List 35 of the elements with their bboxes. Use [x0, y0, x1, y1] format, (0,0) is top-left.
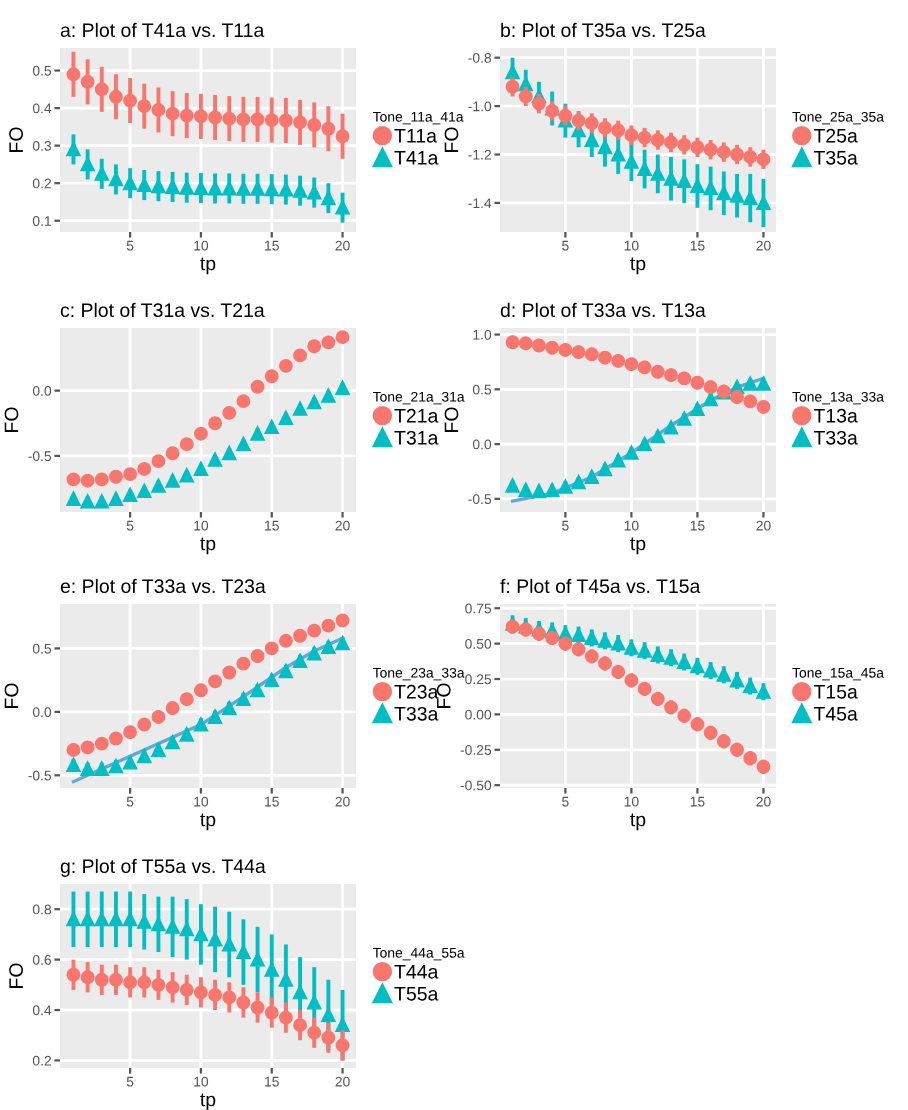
legend-label: T55a	[394, 987, 439, 1001]
chart-title: c: Plot of T31a vs. T21a	[60, 302, 265, 318]
chart-title: e: Plot of T33a vs. T23a	[60, 578, 266, 594]
y-axis-title: FO	[444, 407, 459, 432]
legend-label: T15a	[813, 685, 858, 699]
legend-label: T33a	[394, 706, 439, 721]
x-axis-title: tp	[200, 257, 216, 275]
x-axis-title: tp	[630, 257, 646, 275]
legend-label: T45a	[813, 707, 858, 721]
legend-label: T13a	[813, 408, 858, 423]
legend-label: T33a	[813, 430, 858, 445]
legend-label: T31a	[394, 430, 439, 445]
chart-title: b: Plot of T35a vs. T25a	[501, 22, 706, 38]
y-axis-title: FO	[436, 683, 451, 708]
x-axis-title: tp	[200, 1093, 216, 1110]
x-axis-title: tp	[200, 813, 216, 831]
legend-label: T35a	[813, 150, 858, 165]
x-axis-title: tp	[200, 537, 216, 555]
y-axis-title: FO	[4, 407, 19, 432]
y-axis-title: FO	[444, 127, 459, 152]
legend-label: T21a	[394, 408, 439, 423]
x-axis-title: tp	[630, 537, 646, 555]
chart-title: g: Plot of T55a vs. T44a	[60, 858, 266, 877]
legend-label: T44a	[394, 965, 439, 979]
y-axis-title: FO	[4, 683, 19, 708]
legend-label: T41a	[394, 151, 439, 165]
chart-title: d: Plot of T33a vs. T13a	[500, 302, 706, 318]
x-axis-title: tp	[630, 813, 646, 831]
legend-label: T11a	[394, 129, 437, 143]
legend-label: T23a	[394, 684, 439, 699]
chart-title: a: Plot of T41a vs. T11a	[60, 22, 265, 38]
chart-title: f: Plot of T45a vs. T15a	[500, 578, 701, 594]
y-axis-title: FO	[9, 127, 23, 152]
legend-label: T25a	[813, 128, 858, 143]
y-axis-title: FO	[9, 963, 23, 988]
